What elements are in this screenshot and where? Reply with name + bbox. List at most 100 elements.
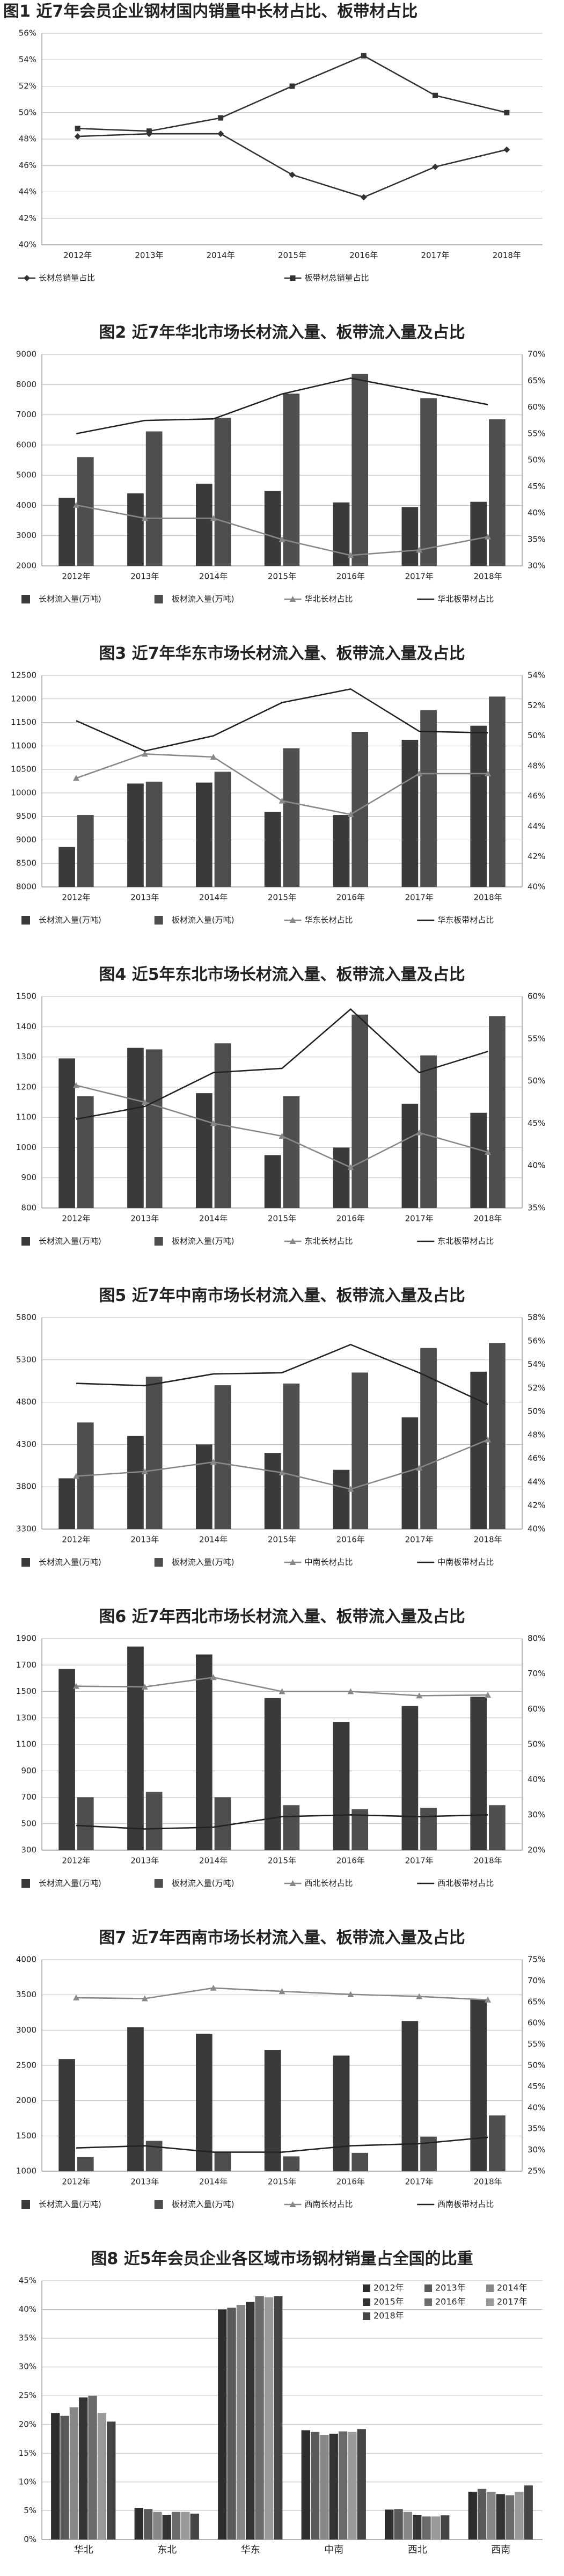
legend-marker <box>289 917 296 923</box>
point-3-6 <box>416 547 423 553</box>
point-3-4 <box>279 1988 285 1995</box>
y2-tick-label: 56% <box>528 1336 545 1345</box>
axes: 800 900 1000 1100 1200 1300 1400 1500 35% 40% 45% 5… <box>16 992 546 1224</box>
y-tick-label: 2000 <box>16 2095 36 2105</box>
point-3-2 <box>141 515 148 521</box>
legend-label: 西北板带材占比 <box>437 1879 494 1888</box>
point-2-1 <box>75 126 80 132</box>
y2-tick-label: 70% <box>528 1976 545 1985</box>
bar-1-1 <box>58 1058 75 1208</box>
line-series <box>72 1984 492 2153</box>
bar-series <box>58 1014 506 1208</box>
x-tick-label: 2018年 <box>473 1535 502 1545</box>
legend-label: 中南板带材占比 <box>437 1558 494 1567</box>
legend-swatch <box>154 1237 163 1246</box>
bar-2-2 <box>145 1049 163 1208</box>
x-tick-label: 2017年 <box>421 251 449 260</box>
y2-tick-label: 48% <box>528 761 545 770</box>
x-tick-label: 2014年 <box>199 572 228 581</box>
point-2-3 <box>218 115 224 121</box>
fig6-chart: 300 500 700 900 1100 1300 1500 1700 1900 20% 30% 40… <box>16 1634 546 1888</box>
bar-2-7 <box>489 1016 506 1208</box>
y2-tick-label: 45% <box>528 482 545 491</box>
x-tick-label: 2016年 <box>336 1856 365 1866</box>
y-tick-label: 4300 <box>16 1439 36 1449</box>
y-tick-label: 1400 <box>16 1022 36 1031</box>
bar-2-6 <box>420 1348 437 1529</box>
bar-1-1 <box>58 498 75 566</box>
bar-2-2 <box>145 431 163 566</box>
y2-tick-label: 52% <box>528 701 545 710</box>
legend-label: 西北长材占比 <box>305 1879 353 1888</box>
y2-tick-label: 40% <box>528 2102 545 2112</box>
point-3-2 <box>141 1099 148 1105</box>
x-tick-label: 2015年 <box>268 1856 296 1866</box>
point-2-5 <box>361 53 367 59</box>
bar-1-1 <box>58 847 75 887</box>
y2-tick-label: 44% <box>528 821 545 831</box>
x-tick-label: 2015年 <box>268 893 296 903</box>
bar-6-5 <box>431 2516 441 2539</box>
point-3-3 <box>210 1120 217 1126</box>
fig5-chart: 3300 3800 4300 4800 5300 5800 40% 42% 44% 46% 48% 5… <box>16 1313 546 1567</box>
grid-lines <box>42 354 522 566</box>
legend-label: 中南长材占比 <box>305 1558 353 1567</box>
point-3-4 <box>279 536 285 542</box>
legend-marker <box>289 2201 296 2207</box>
bar-1-2 <box>134 2508 143 2539</box>
bar-1-6 <box>401 1706 419 1850</box>
bar-1-4 <box>264 2050 281 2171</box>
x-tick-label: 2017年 <box>405 2177 434 2187</box>
bar-7-4 <box>357 2429 366 2539</box>
point-3-2 <box>141 1468 148 1474</box>
point-3-7 <box>485 1692 492 1698</box>
legend-label: 长材流入量(万吨) <box>39 1879 101 1888</box>
bar-series <box>51 2296 533 2539</box>
series-line-4 <box>76 2136 488 2153</box>
x-tick-label: 2012年 <box>62 1214 90 1224</box>
bar-2-3 <box>214 418 231 566</box>
y2-tick-label: 65% <box>528 1997 545 2006</box>
y-tick-label: 4000 <box>16 1955 36 1964</box>
legend-label: 长材流入量(万吨) <box>39 1558 101 1567</box>
x-tick-label: 2014年 <box>207 251 235 260</box>
y-tick-label: 1000 <box>16 2166 36 2176</box>
x-tick-label: 2013年 <box>130 1535 159 1545</box>
y2-tick-label: 55% <box>528 428 545 438</box>
fig4-chart: 800 900 1000 1100 1200 1300 1400 1500 35% 40% 45% 5… <box>16 992 546 1246</box>
point-3-6 <box>416 1129 423 1136</box>
y-tick-label: 7000 <box>16 410 36 419</box>
point-3-4 <box>279 1469 285 1475</box>
point-3-4 <box>279 1688 285 1694</box>
bar-1-5 <box>385 2509 394 2539</box>
bar-2-1 <box>77 815 94 887</box>
y-tick-label: 1500 <box>16 1686 36 1696</box>
y-tick-label: 1300 <box>16 1713 36 1722</box>
y2-tick-label: 40% <box>528 1774 545 1784</box>
y-tick-label: 40% <box>19 240 36 250</box>
y2-tick-label: 20% <box>528 1845 545 1855</box>
y-tick-label: 900 <box>21 1173 36 1182</box>
bar-1-7 <box>470 725 487 887</box>
bar-1-3 <box>195 782 213 887</box>
x-tick-label: 2013年 <box>130 2177 159 2187</box>
x-tick-label: 2016年 <box>336 1535 365 1545</box>
point-3-5 <box>347 1486 354 1492</box>
y-tick-label: 20% <box>19 2419 36 2429</box>
bar-1-5 <box>333 1722 350 1850</box>
legend-label: 2018年 <box>373 2311 404 2321</box>
y2-tick-label: 50% <box>528 455 545 465</box>
point-3-7 <box>485 1996 492 2003</box>
bar-1-3 <box>195 483 213 566</box>
bar-5-5 <box>422 2516 431 2539</box>
y-tick-label: 54% <box>19 55 36 64</box>
bar-2-1 <box>77 457 94 566</box>
point-2-7 <box>504 110 510 115</box>
axes: 0% 5% 10% 15% 20% 25% 30% 35% 40% 45% 华北 东北 华东 中南 西北 西南 <box>19 2276 543 2556</box>
y2-tick-label: 25% <box>528 2166 545 2176</box>
legend-marker <box>24 275 30 281</box>
y-tick-label: 25% <box>19 2391 36 2400</box>
legend-label: 华北板带材占比 <box>437 594 494 604</box>
series-line-4 <box>76 377 488 435</box>
bar-1-7 <box>470 501 487 566</box>
